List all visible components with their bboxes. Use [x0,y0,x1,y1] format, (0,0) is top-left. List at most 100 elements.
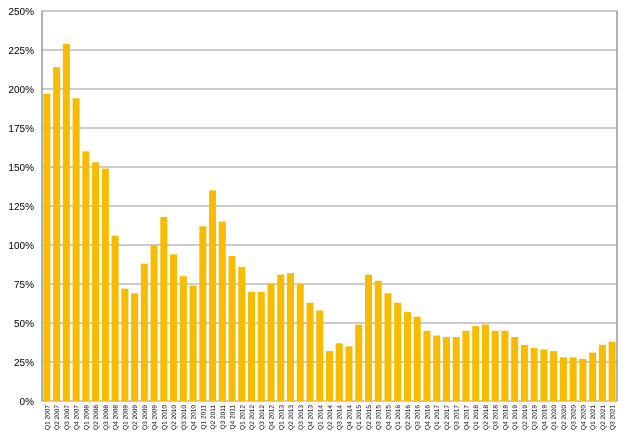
x-tick-label: Q4 2014 [346,405,353,430]
bar [325,351,334,401]
x-tick-label: Q4 2017 [463,405,470,430]
x-tick-label: Q4 2011 [230,405,237,430]
bar [511,337,519,401]
bar [277,274,285,401]
x-tick-label: Q4 2009 [152,405,159,430]
x-tick-label: Q4 2019 [541,405,548,430]
bar [53,67,61,401]
bar [199,226,207,401]
x-tick-label: Q3 2020 [571,405,578,430]
bar [238,266,246,401]
x-tick-label: Q3 2012 [259,405,266,430]
x-tick-label: Q4 2008 [113,405,120,430]
x-tick-label: Q3 2014 [337,405,344,430]
bar [384,293,392,401]
bar [442,337,450,401]
y-tick-label: 225% [8,46,34,57]
y-tick-label: 50% [14,319,34,330]
x-tick-label: Q1 2007 [44,405,51,430]
bar [540,349,548,401]
x-tick-label: Q1 2013 [278,405,285,430]
x-tick-label: Q1 2015 [356,405,363,430]
y-tick-label: 175% [8,124,34,135]
bar [394,302,402,401]
bar [189,285,197,401]
x-tick-label: Q1 2018 [473,405,480,430]
x-tick-label: Q2 2010 [171,405,178,430]
bar [608,341,616,401]
bar [452,337,460,401]
x-tick-label: Q1 2016 [395,405,402,430]
y-tick-label: 100% [8,241,34,252]
x-tick-label: Q3 2011 [220,405,227,430]
bar [579,358,587,401]
bar [491,330,499,401]
bar [150,245,158,401]
x-tick-label: Q2 2013 [288,405,295,430]
x-tick-label: Q2 2011 [210,405,217,430]
x-tick-label: Q2 2017 [444,405,451,430]
bar [296,284,304,401]
bar [179,276,187,401]
y-tick-label: 0% [20,397,35,408]
x-tick-label: Q3 2009 [142,405,149,430]
x-tick-label: Q2 2012 [249,405,256,430]
bar [501,330,509,401]
bar [111,235,119,401]
x-tick-label: Q3 2021 [610,405,617,430]
x-tick-label: Q3 2016 [415,405,422,430]
bar [140,263,148,401]
bar [364,274,372,401]
y-tick-label: 25% [14,358,34,369]
x-tick-label: Q4 2010 [191,405,198,430]
bar [569,357,577,401]
y-tick-label: 125% [8,202,34,213]
x-tick-label: Q4 2013 [308,405,315,430]
bar [82,151,90,401]
x-tick-label: Q2 2009 [132,405,139,430]
bar [160,216,168,401]
x-tick-label: Q2 2014 [327,405,334,430]
x-tick-label: Q1 2008 [83,405,90,430]
bar [413,316,421,401]
bar [209,190,217,401]
bar [472,326,480,401]
bar [374,280,382,401]
x-tick-label: Q3 2015 [376,405,383,430]
x-tick-label: Q3 2019 [532,405,539,430]
bar [131,293,139,401]
bar [218,221,226,401]
x-tick-label: Q1 2017 [434,405,441,430]
bar [228,255,236,401]
bar [72,98,80,402]
x-tick-label: Q4 2018 [502,405,509,430]
x-tick-label: Q1 2021 [590,405,597,430]
bar [530,347,538,401]
x-tick-label: Q4 2020 [580,405,587,430]
x-tick-label: Q4 2016 [424,405,431,430]
bar [433,335,441,401]
bar [550,351,558,401]
bar [92,162,100,401]
bar [598,344,606,401]
bar [121,288,129,401]
x-tick-label: Q2 2007 [54,405,61,430]
bar [267,284,275,401]
x-tick-label: Q2 2020 [561,405,568,430]
x-tick-label: Q1 2009 [122,405,129,430]
x-tick-label: Q1 2011 [200,405,207,430]
y-tick-label: 150% [8,163,34,174]
bar [170,254,178,401]
bar [423,330,431,401]
x-tick-label: Q1 2014 [317,405,324,430]
bar [355,324,363,401]
x-tick-label: Q4 2012 [269,405,276,430]
y-tick-label: 200% [8,85,34,96]
x-tick-label: Q2 2018 [483,405,490,430]
bar [589,352,597,401]
x-tick-label: Q3 2008 [103,405,110,430]
bar [403,312,411,401]
x-tick-label: Q2 2021 [600,405,607,430]
x-tick-label: Q2 2008 [93,405,100,430]
